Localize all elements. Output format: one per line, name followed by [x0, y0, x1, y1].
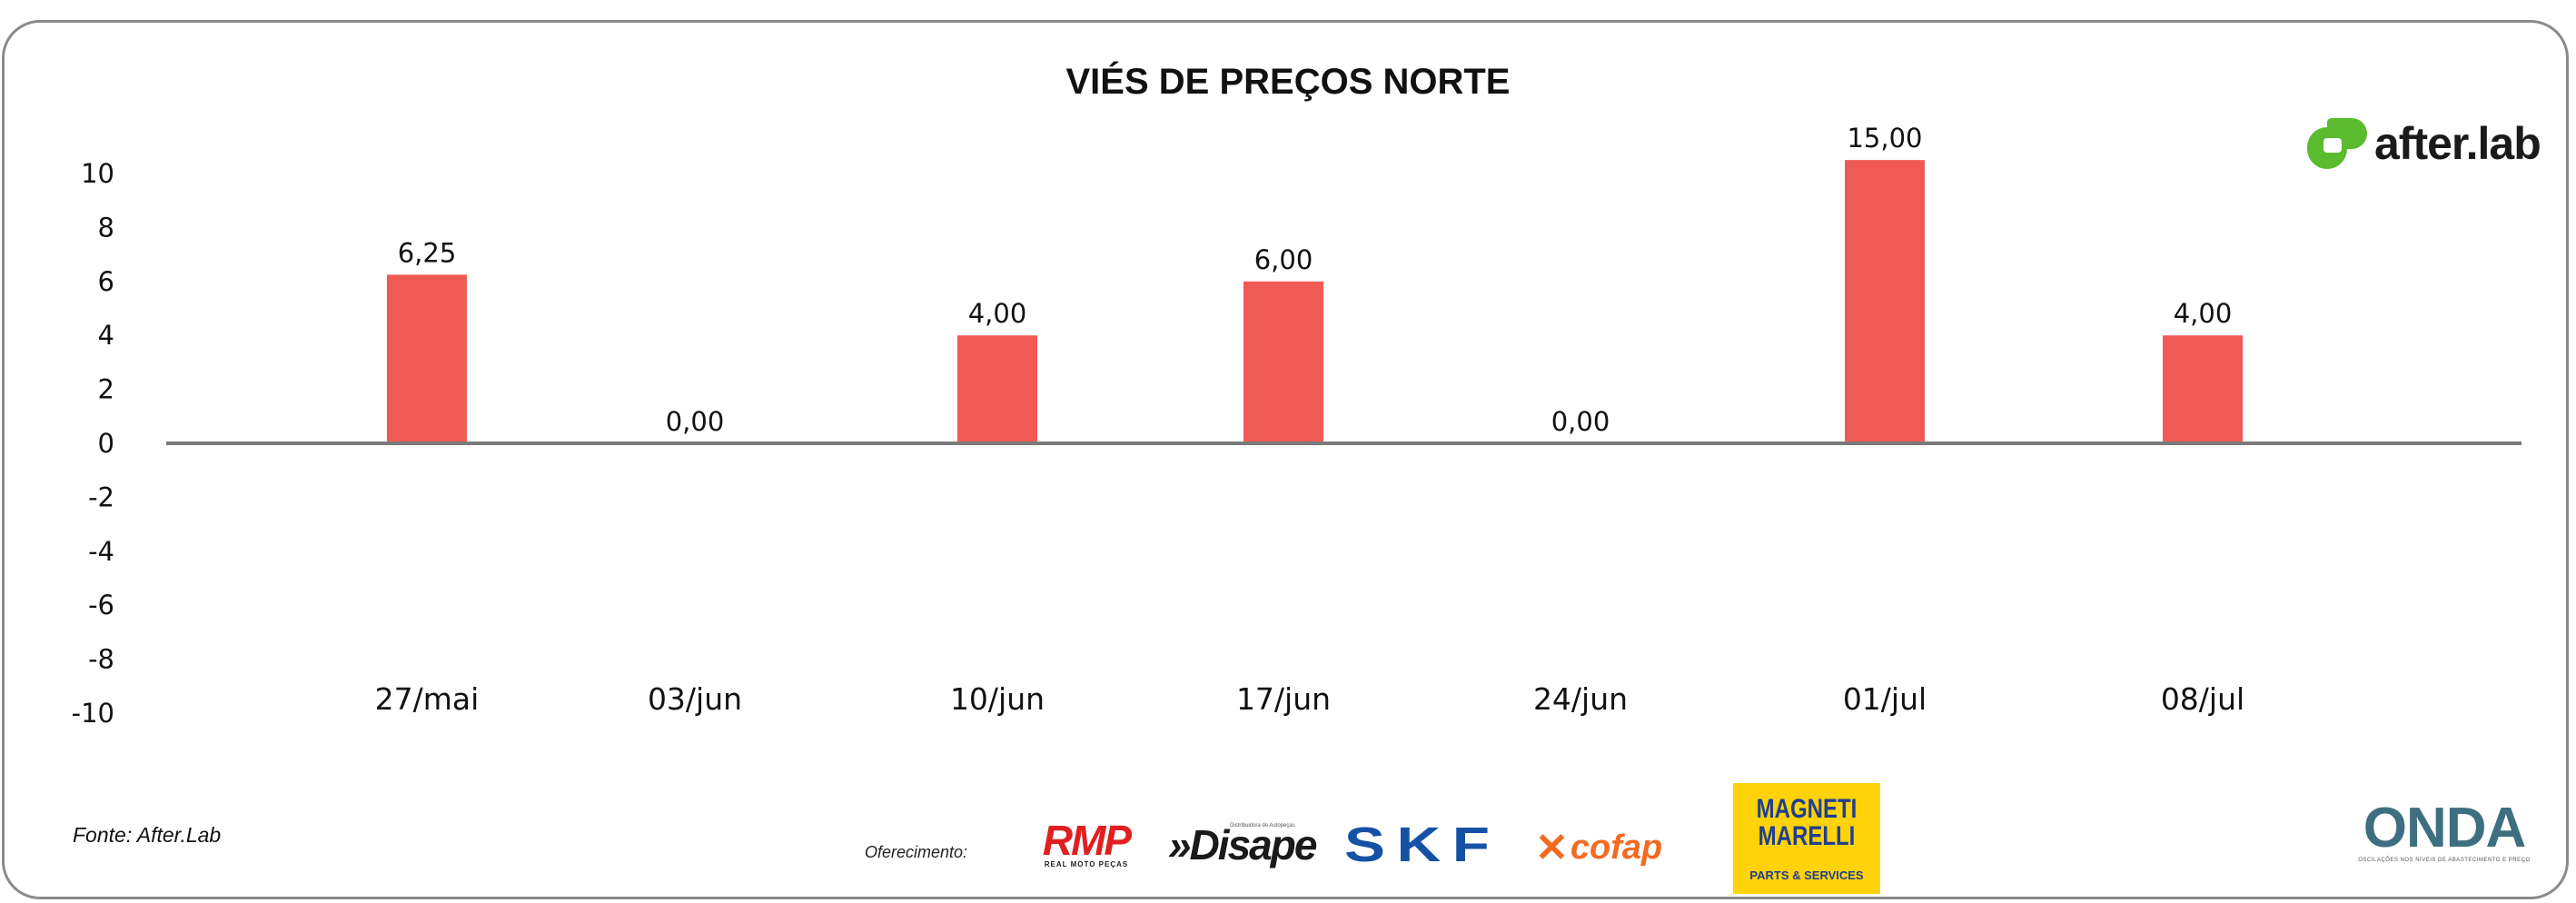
x-tick-label: 03/jun: [648, 681, 742, 717]
afterlab-logo: after.lab: [2307, 116, 2541, 171]
skf-logo: SKF: [1344, 818, 1490, 872]
y-tick-label: -4: [88, 536, 114, 567]
data-label: 0,00: [1551, 406, 1610, 437]
data-label: 15,00: [1847, 123, 1922, 154]
y-tick-label: 0: [98, 428, 114, 459]
y-tick-label: 6: [98, 266, 114, 297]
data-label: 6,00: [1254, 244, 1313, 275]
x-tick-label: 01/jul: [1843, 681, 1927, 717]
data-label: 4,00: [968, 298, 1027, 329]
x-tick-label: 24/jun: [1533, 681, 1628, 717]
marelli-logo-line1: MAGNETI: [1756, 794, 1858, 824]
onda-logo-text: ONDA: [2363, 797, 2527, 859]
marelli-logo-line2: MARELLI: [1758, 821, 1856, 851]
x-tick-label: 17/jun: [1236, 681, 1331, 717]
bar: [1845, 160, 1925, 443]
sponsor-label: Oferecimento:: [865, 843, 968, 861]
data-label: 4,00: [2174, 298, 2233, 329]
y-tick-label: 4: [98, 320, 114, 351]
rmp-logo-sub: REAL MOTO PEÇAS: [1044, 860, 1129, 868]
onda-logo: ONDA OSCILAÇÕES NOS NÍVEIS DE ABASTECIME…: [2351, 797, 2538, 864]
data-label: 6,25: [398, 237, 457, 268]
y-tick-label: -6: [88, 590, 114, 620]
cofap-mark-icon: ✕: [1535, 825, 1569, 870]
bar: [387, 274, 467, 443]
bar: [2163, 335, 2243, 443]
afterlab-logo-text: after.lab: [2374, 118, 2541, 169]
onda-logo-sub: OSCILAÇÕES NOS NÍVEIS DE ABASTECIMENTO E…: [2358, 858, 2531, 863]
y-tick-label: -10: [72, 698, 114, 729]
rmp-logo: RMP REAL MOTO PEÇAS: [1026, 817, 1146, 873]
afterlab-mark-icon: [2307, 118, 2367, 169]
chart-title: VIÉS DE PREÇOS NORTE: [1065, 62, 1511, 102]
source-text: Fonte: After.Lab: [73, 823, 222, 847]
rmp-logo-text: RMP: [1042, 817, 1132, 864]
data-label: 0,00: [666, 406, 725, 437]
disape-logo: Distribuidora de Autopeças »Disape: [1168, 818, 1317, 872]
cofap-logo: ✕ cofap: [1535, 822, 1662, 873]
y-tick-label: 10: [81, 158, 114, 189]
y-tick-label: 2: [98, 374, 114, 405]
bar: [957, 335, 1037, 443]
skf-logo-text: SKF: [1344, 818, 1501, 872]
y-tick-label: -2: [88, 481, 114, 512]
marelli-logo-sub: PARTS & SERVICES: [1749, 868, 1864, 882]
x-tick-label: 10/jun: [950, 681, 1045, 717]
x-tick-label: 08/jul: [2161, 681, 2244, 717]
disape-logo-sub: Distribuidora de Autopeças: [1230, 823, 1295, 829]
magneti-marelli-logo: MAGNETI MARELLI PARTS & SERVICES: [1733, 783, 1880, 894]
cofap-logo-text: cofap: [1570, 828, 1663, 867]
y-tick-label: -8: [88, 644, 114, 675]
x-tick-label: 27/mai: [375, 681, 480, 717]
disape-logo-text: »Disape: [1168, 821, 1317, 868]
bar: [1243, 281, 1323, 443]
y-tick-label: 8: [98, 212, 114, 243]
chart-frame: [2, 20, 2569, 899]
